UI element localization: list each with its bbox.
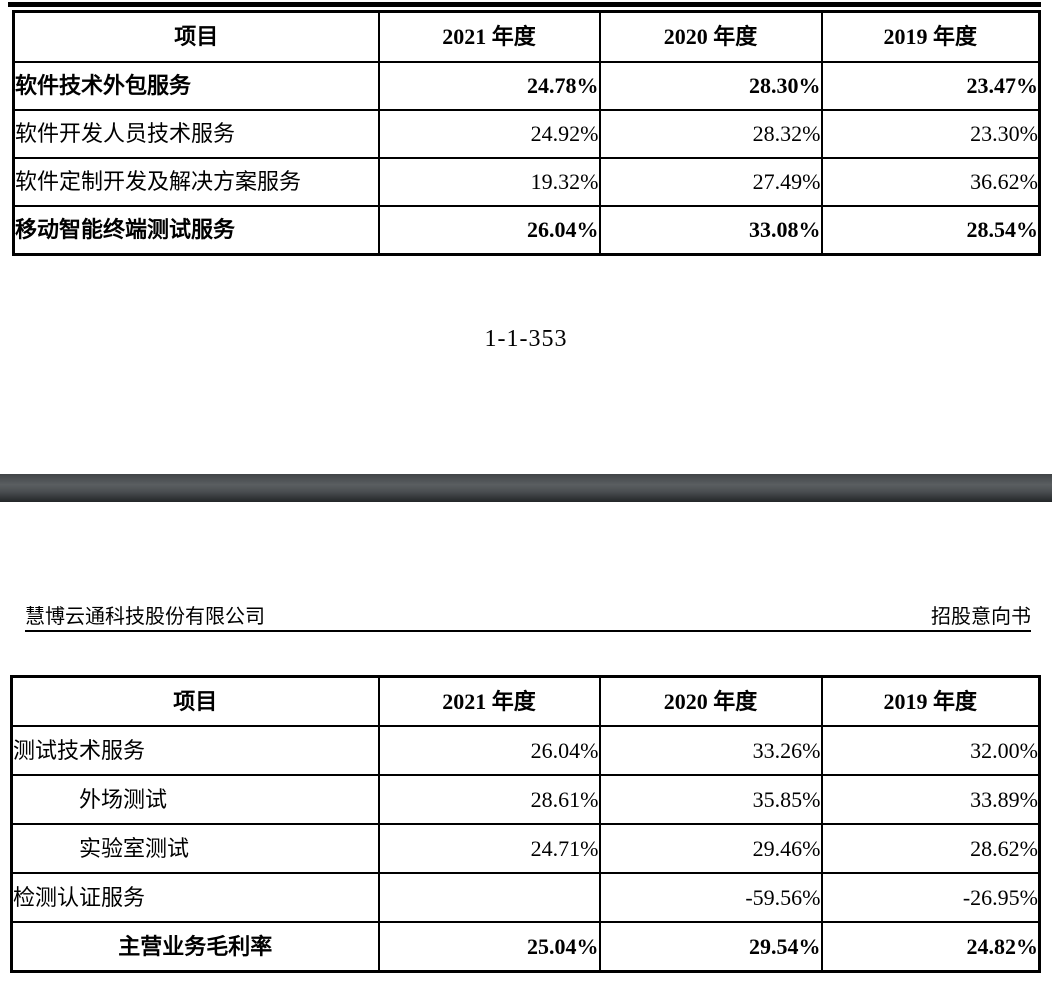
- value-cell: 26.04%: [377, 725, 601, 776]
- page-running-header: 慧博云通科技股份有限公司 招股意向书: [25, 600, 1031, 628]
- row-label: 移动智能终端测试服务: [12, 205, 380, 256]
- column-header: 项目: [12, 10, 380, 63]
- gross-margin-by-business-table: 项目 2021 年度 2020 年度 2019 年度 软件技术外包服务 24.78% 28.…: [12, 10, 1041, 256]
- row-label: 主营业务毛利率: [10, 921, 380, 973]
- value-cell: 33.26%: [598, 725, 823, 776]
- page-break-divider: [0, 474, 1052, 502]
- value-cell: 36.62%: [820, 157, 1041, 207]
- value-cell: 24.92%: [377, 109, 601, 159]
- value-cell: -59.56%: [598, 872, 823, 923]
- gross-margin-by-business-table: 项目 2021 年度 2020 年度 2019 年度 软件技术外包服务 24.78% 28.…: [12, 10, 1041, 256]
- column-header: 项目: [10, 675, 380, 727]
- value-cell: -26.95%: [820, 872, 1041, 923]
- column-header: 2021 年度: [377, 675, 601, 727]
- value-cell: 25.04%: [377, 921, 601, 973]
- value-cell: 23.30%: [820, 109, 1041, 159]
- value-cell: 26.04%: [377, 205, 601, 256]
- value-cell: 35.85%: [598, 774, 823, 825]
- value-cell: 23.47%: [820, 61, 1041, 111]
- table-row: 软件定制开发及解决方案服务 19.32% 27.49% 36.62%: [12, 157, 1041, 207]
- table-row: 软件开发人员技术服务 24.92% 28.32% 23.30%: [12, 109, 1041, 159]
- value-cell: 29.46%: [598, 823, 823, 874]
- value-cell: 33.08%: [598, 205, 823, 256]
- gross-margin-testing-services-table: 项目 2021 年度 2020 年度 2019 年度 测试技术服务 26.04% 33.26…: [10, 675, 1041, 973]
- table-row: 实验室测试 24.71% 29.46% 28.62%: [10, 823, 1041, 874]
- gross-margin-testing-services-table: 项目 2021 年度 2020 年度 2019 年度 测试技术服务 26.04% 33.26…: [10, 675, 1041, 973]
- company-name: 慧博云通科技股份有限公司: [25, 606, 265, 628]
- row-label: 软件技术外包服务: [12, 61, 380, 111]
- table-row: 移动智能终端测试服务 26.04% 33.08% 28.54%: [12, 205, 1041, 256]
- column-header: 2019 年度: [820, 675, 1041, 727]
- row-label: 实验室测试: [10, 823, 380, 874]
- value-cell: 24.78%: [377, 61, 601, 111]
- header-row: 项目 2021 年度 2020 年度 2019 年度: [10, 675, 1041, 727]
- column-header: 2020 年度: [598, 675, 823, 727]
- document-type-label: 招股意向书: [931, 606, 1031, 628]
- value-cell: 33.89%: [820, 774, 1041, 825]
- row-label: 外场测试: [10, 774, 380, 825]
- table-row: 检测认证服务 -59.56% -26.95%: [10, 872, 1041, 923]
- cutoff-table-border: [8, 2, 1041, 7]
- header-rule: [25, 630, 1031, 632]
- row-label: 检测认证服务: [10, 872, 380, 923]
- column-header: 2020 年度: [598, 10, 823, 63]
- value-cell: 28.61%: [377, 774, 601, 825]
- value-cell: 28.32%: [598, 109, 823, 159]
- value-cell: 28.62%: [820, 823, 1041, 874]
- table-row: 外场测试 28.61% 35.85% 33.89%: [10, 774, 1041, 825]
- value-cell: 32.00%: [820, 725, 1041, 776]
- page-number: 1-1-353: [484, 326, 568, 352]
- value-cell: 27.49%: [598, 157, 823, 207]
- table-row: 软件技术外包服务 24.78% 28.30% 23.47%: [12, 61, 1041, 111]
- value-cell: 28.30%: [598, 61, 823, 111]
- header-row: 项目 2021 年度 2020 年度 2019 年度: [12, 10, 1041, 63]
- row-label: 软件定制开发及解决方案服务: [12, 157, 380, 207]
- column-header: 2021 年度: [377, 10, 601, 63]
- row-label: 测试技术服务: [10, 725, 380, 776]
- table-row: 主营业务毛利率 25.04% 29.54% 24.82%: [10, 921, 1041, 973]
- value-cell: 19.32%: [377, 157, 601, 207]
- column-header: 2019 年度: [820, 10, 1041, 63]
- value-cell: 24.82%: [820, 921, 1041, 973]
- value-cell: 29.54%: [598, 921, 823, 973]
- value-cell: 28.54%: [820, 205, 1041, 256]
- value-cell: 24.71%: [377, 823, 601, 874]
- row-label: 软件开发人员技术服务: [12, 109, 380, 159]
- value-cell: [377, 872, 601, 923]
- table-row: 测试技术服务 26.04% 33.26% 32.00%: [10, 725, 1041, 776]
